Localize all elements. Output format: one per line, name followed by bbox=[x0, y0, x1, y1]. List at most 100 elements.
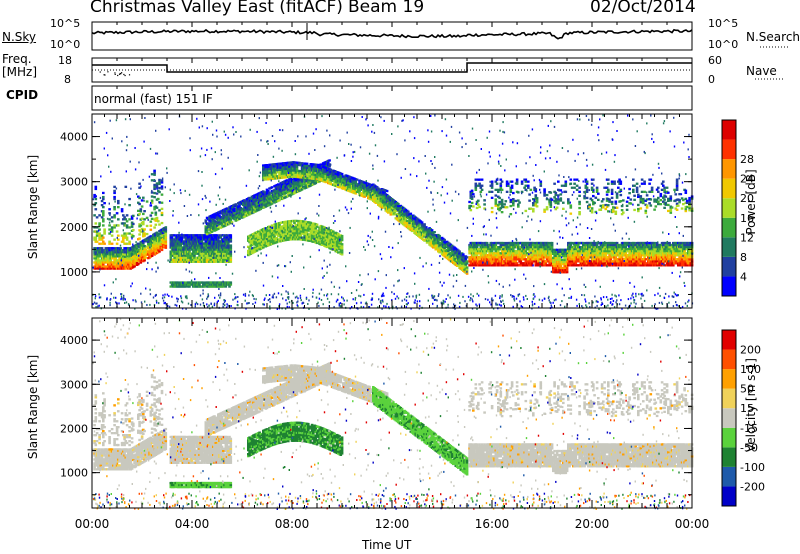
scatter-cell bbox=[495, 182, 499, 185]
scatter-cell bbox=[499, 184, 503, 187]
scatter-cell bbox=[274, 190, 278, 193]
scatter-cell bbox=[363, 195, 366, 198]
scatter-cell bbox=[498, 202, 501, 206]
scatter-cell bbox=[225, 236, 229, 239]
scatter-cell bbox=[102, 218, 105, 221]
scatter-cell bbox=[155, 186, 159, 189]
scatter-cell bbox=[500, 198, 504, 202]
scatter-cell bbox=[150, 191, 154, 194]
scatter-cell bbox=[100, 265, 104, 268]
scatter-cell bbox=[315, 223, 319, 226]
scatter-cell bbox=[514, 199, 518, 203]
scatter-cell bbox=[202, 281, 205, 284]
scatter-cell bbox=[488, 256, 491, 259]
scatter-cell bbox=[478, 178, 481, 181]
scatter-cell bbox=[478, 182, 481, 185]
scatter-cell bbox=[174, 242, 178, 245]
beam-label: Beam 19 bbox=[348, 0, 425, 17]
nsky-label: N.Sky bbox=[2, 30, 37, 44]
scatter-cell bbox=[104, 259, 108, 262]
scatter-cell bbox=[490, 184, 494, 187]
scatter-cell bbox=[117, 206, 120, 209]
scatter-cell bbox=[102, 195, 105, 199]
scatter-cell bbox=[265, 188, 269, 191]
scatter-cell bbox=[532, 208, 535, 211]
scatter-cell bbox=[479, 186, 483, 189]
scatter-cell bbox=[137, 242, 140, 245]
scatter-cell bbox=[183, 281, 186, 284]
scatter-cell bbox=[160, 181, 164, 184]
scatter-cell bbox=[117, 199, 120, 203]
scatter-cell bbox=[528, 260, 531, 263]
scatter-cell bbox=[113, 224, 116, 227]
scatter-cell bbox=[509, 198, 513, 202]
scatter-cell bbox=[465, 260, 469, 263]
scatter-cell bbox=[528, 243, 531, 247]
scatter-cell bbox=[534, 190, 538, 193]
scatter-cell bbox=[150, 179, 154, 182]
scatter-cell bbox=[475, 206, 479, 210]
scatter-cell bbox=[205, 230, 209, 234]
scatter-cell bbox=[229, 281, 233, 284]
scatter-cell bbox=[98, 238, 101, 241]
scatter-cell bbox=[142, 223, 145, 226]
scatter-cell bbox=[490, 196, 494, 199]
scatter-cell bbox=[310, 175, 314, 178]
scatter-cell bbox=[180, 238, 184, 241]
scatter-cell bbox=[494, 188, 498, 191]
scatter-cell bbox=[154, 205, 158, 208]
scatter-cell bbox=[204, 225, 208, 228]
scatter-cell bbox=[397, 204, 400, 208]
scatter-cell bbox=[220, 223, 224, 227]
scatter-cell bbox=[248, 202, 251, 206]
scatter-cell bbox=[102, 214, 105, 217]
scatter-cell bbox=[102, 240, 105, 243]
scatter-cell bbox=[340, 237, 344, 240]
nave-dot bbox=[107, 71, 109, 73]
scatter-cell bbox=[198, 283, 201, 286]
scatter-cell bbox=[179, 260, 183, 263]
scatter-cell bbox=[155, 182, 159, 185]
scatter-cell bbox=[212, 244, 215, 247]
scatter-cell bbox=[128, 204, 131, 207]
scatter-cell bbox=[98, 228, 101, 231]
scatter-cell bbox=[154, 213, 158, 216]
scatter-cell bbox=[139, 208, 143, 211]
scatter-cell bbox=[509, 200, 513, 204]
scatter-cell bbox=[187, 242, 190, 245]
scatter-cell bbox=[149, 204, 153, 207]
scatter-cell bbox=[227, 244, 230, 247]
scatter-cell bbox=[499, 178, 503, 181]
scatter-cell bbox=[150, 217, 154, 220]
scatter-cell bbox=[204, 240, 208, 243]
scatter-cell bbox=[162, 244, 165, 247]
nave-tick-high: 60 bbox=[708, 54, 722, 67]
scatter-cell bbox=[425, 241, 429, 244]
scatter-cell bbox=[229, 258, 233, 261]
scatter-cell bbox=[500, 200, 504, 204]
scatter-cell bbox=[509, 213, 513, 216]
scatter-cell bbox=[315, 225, 319, 228]
scatter-cell bbox=[187, 236, 190, 239]
scatter-cell bbox=[328, 159, 331, 162]
scatter-cell bbox=[524, 184, 528, 187]
scatter-cell bbox=[160, 179, 164, 182]
scatter-cell bbox=[207, 234, 210, 237]
scatter-cell bbox=[270, 192, 274, 195]
scatter-cell bbox=[263, 199, 266, 203]
scatter-cell bbox=[337, 251, 340, 254]
scatter-cell bbox=[98, 259, 101, 262]
scatter-cell bbox=[160, 221, 164, 225]
nsearch-tick-high: 10^5 bbox=[708, 17, 739, 30]
scatter-cell bbox=[473, 250, 476, 253]
scatter-cell bbox=[268, 199, 271, 202]
scatter-cell bbox=[153, 169, 156, 172]
scatter-cell bbox=[507, 184, 510, 187]
x-axis-label: Time UT bbox=[362, 538, 412, 552]
scatter-cell bbox=[523, 256, 526, 259]
scatter-cell bbox=[158, 223, 161, 226]
scatter-cell bbox=[510, 180, 514, 183]
scatter-cell bbox=[142, 241, 145, 244]
scatter-cell bbox=[462, 253, 465, 256]
scatter-cell bbox=[164, 240, 168, 243]
